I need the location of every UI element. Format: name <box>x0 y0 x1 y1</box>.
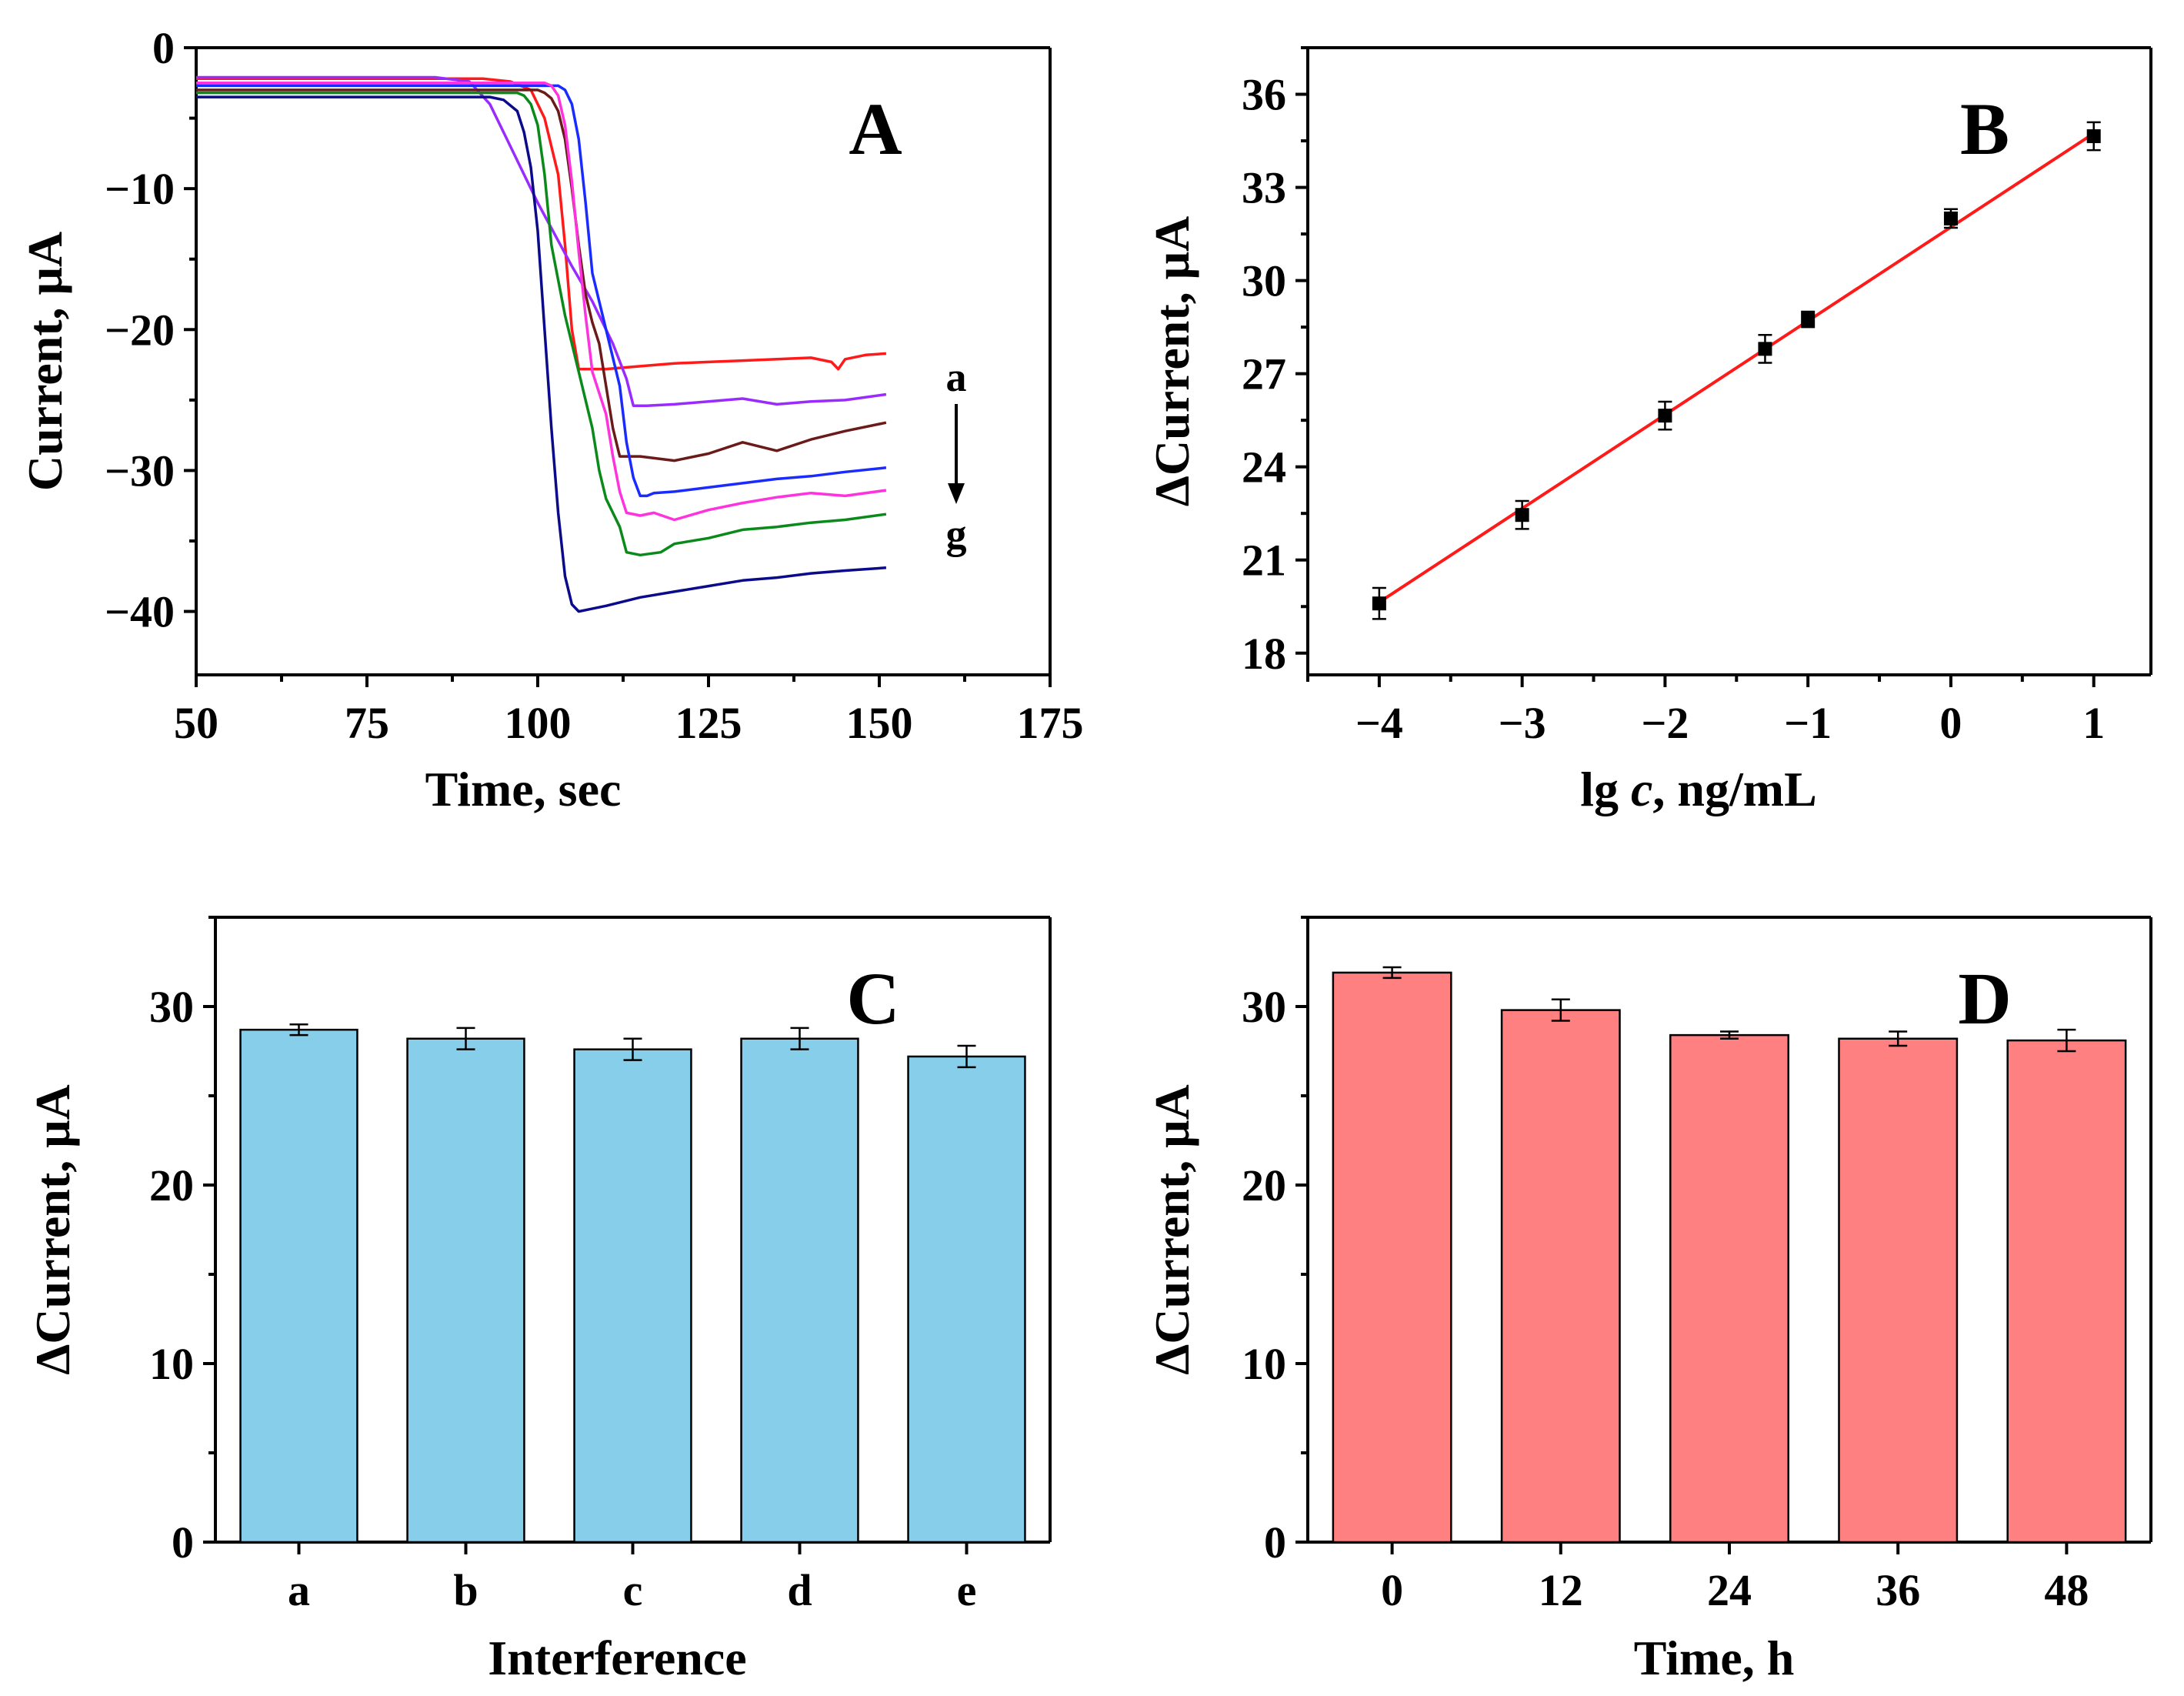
x-tick-label: 100 <box>505 698 572 748</box>
series-line-e <box>196 82 887 522</box>
panel-label: C <box>846 957 899 1040</box>
x-tick-label: 125 <box>675 698 742 748</box>
data-point <box>1758 342 1772 356</box>
bar-b <box>406 1037 525 1544</box>
bar-0 <box>1332 971 1452 1544</box>
x-tick-label: 1 <box>2082 698 2105 748</box>
x-tick-label: 0 <box>1381 1565 1403 1615</box>
data-point <box>1372 596 1386 611</box>
series-line-a <box>196 77 887 371</box>
bar-e <box>907 1055 1026 1544</box>
y-axis-title: ΔCurrent, μA <box>25 1084 80 1374</box>
bar-36 <box>1838 1037 1959 1544</box>
y-axis-title: Current, μA <box>18 232 72 491</box>
annotation-top: a <box>946 354 967 400</box>
x-tick-label: −3 <box>1499 698 1546 748</box>
x-tick-label: a <box>288 1565 310 1615</box>
y-tick-label: 18 <box>1242 629 1286 679</box>
y-tick-label: 24 <box>1242 442 1286 492</box>
data-point <box>1658 409 1672 423</box>
x-tick-label: 36 <box>1876 1565 1920 1615</box>
y-tick-label: −10 <box>105 164 175 214</box>
panel-label: A <box>849 88 902 170</box>
x-tick-label: 12 <box>1539 1565 1583 1615</box>
x-tick-label: 48 <box>2044 1565 2089 1615</box>
bar-48 <box>2006 1039 2127 1544</box>
bar-c <box>573 1048 692 1544</box>
x-tick-label: d <box>787 1565 812 1615</box>
y-tick-label: 0 <box>1264 1517 1286 1567</box>
y-tick-label: −20 <box>105 305 175 355</box>
x-tick-label: 175 <box>1017 698 1084 748</box>
x-tick-label: 0 <box>1939 698 1962 748</box>
y-tick-label: −40 <box>105 587 175 637</box>
panel-b: 18 21 24 27 30 33 36 −4 −3 −2 −1 0 1 lg c, ng/mL ΔCurr… <box>1145 46 2152 816</box>
series-line-b <box>196 75 887 407</box>
annotation-bottom: g <box>946 511 967 557</box>
y-tick-label: 21 <box>1242 536 1286 586</box>
bar-d <box>740 1037 859 1544</box>
panel-c: 0 10 20 30 a b c d e Interference ΔCurrent, μA C <box>25 916 1052 1685</box>
data-point <box>2086 129 2101 143</box>
y-tick-label: 20 <box>1242 1160 1286 1210</box>
panel-label: D <box>1958 957 2011 1040</box>
y-tick-label: 20 <box>149 1160 194 1210</box>
x-tick-label: 150 <box>846 698 913 748</box>
series-line-g <box>196 95 887 613</box>
x-tick-label: 24 <box>1707 1565 1752 1615</box>
series-line-d <box>196 84 887 498</box>
bar-12 <box>1500 1009 1621 1544</box>
y-tick-label: 30 <box>149 982 194 1032</box>
x-tick-label: −4 <box>1355 698 1403 748</box>
y-axis-title: ΔCurrent, μA <box>1145 216 1199 506</box>
y-tick-label: 30 <box>1242 982 1286 1032</box>
y-tick-label: −30 <box>105 446 175 496</box>
data-point <box>1801 312 1816 327</box>
data-point <box>1515 508 1529 522</box>
data-point <box>1943 211 1958 225</box>
bar-a <box>239 1028 358 1544</box>
x-tick-label: c <box>623 1565 643 1615</box>
y-tick-label: 10 <box>149 1339 194 1389</box>
x-tick-label: −2 <box>1641 698 1689 748</box>
x-tick-label: b <box>453 1565 478 1615</box>
bar-24 <box>1669 1033 1789 1544</box>
y-tick-label: 33 <box>1242 163 1286 213</box>
x-tick-label: −1 <box>1784 698 1832 748</box>
panel-d: 0 10 20 30 0 12 24 36 48 Time, h ΔCurrent, μA D <box>1145 916 2152 1685</box>
x-tick-label: e <box>957 1565 977 1615</box>
y-tick-label: 36 <box>1242 70 1286 120</box>
x-axis-title: Time, h <box>1634 1631 1795 1685</box>
y-tick-label: 0 <box>152 23 175 73</box>
y-axis-title: ΔCurrent, μA <box>1145 1084 1199 1374</box>
y-tick-label: 10 <box>1242 1339 1286 1389</box>
y-tick-label: 30 <box>1242 256 1286 306</box>
annotation-arrow-head <box>948 483 965 504</box>
x-axis-title: Interference <box>488 1631 746 1685</box>
fit-line <box>1378 132 2095 604</box>
y-tick-label: 27 <box>1242 349 1286 399</box>
series-line-f <box>196 91 887 557</box>
x-tick-label: 50 <box>174 698 218 748</box>
x-axis-title: Time, sec <box>425 762 622 816</box>
panel-a: 0 −10 −20 −30 −40 50 75 100 125 150 175 Time, sec Cu… <box>18 23 1084 816</box>
series-line-c <box>196 88 887 462</box>
panel-label: B <box>1960 88 2009 170</box>
x-axis-title: lg c, ng/mL <box>1580 762 1817 816</box>
y-tick-label: 0 <box>172 1517 194 1567</box>
x-tick-label: 75 <box>345 698 389 748</box>
